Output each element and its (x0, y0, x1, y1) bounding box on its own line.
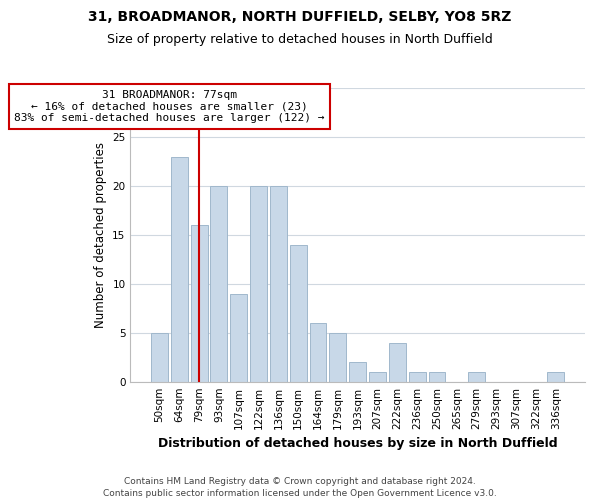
Text: 31 BROADMANOR: 77sqm
← 16% of detached houses are smaller (23)
83% of semi-detac: 31 BROADMANOR: 77sqm ← 16% of detached h… (14, 90, 325, 123)
Text: Contains HM Land Registry data © Crown copyright and database right 2024.
Contai: Contains HM Land Registry data © Crown c… (103, 476, 497, 498)
Bar (468, 372, 485, 382)
Bar (409, 372, 425, 382)
Bar (349, 362, 366, 382)
Bar (547, 372, 565, 382)
Bar (369, 372, 386, 382)
Bar (428, 372, 445, 382)
Text: 31, BROADMANOR, NORTH DUFFIELD, SELBY, YO8 5RZ: 31, BROADMANOR, NORTH DUFFIELD, SELBY, Y… (88, 10, 512, 24)
Bar (191, 225, 208, 382)
Bar (211, 186, 227, 382)
Bar (329, 332, 346, 382)
Bar (230, 294, 247, 382)
Bar (250, 186, 267, 382)
Bar (310, 323, 326, 382)
Bar (171, 156, 188, 382)
Bar (270, 186, 287, 382)
Bar (389, 342, 406, 382)
Y-axis label: Number of detached properties: Number of detached properties (94, 142, 107, 328)
X-axis label: Distribution of detached houses by size in North Duffield: Distribution of detached houses by size … (158, 437, 557, 450)
Text: Size of property relative to detached houses in North Duffield: Size of property relative to detached ho… (107, 32, 493, 46)
Bar (290, 244, 307, 382)
Bar (151, 332, 168, 382)
